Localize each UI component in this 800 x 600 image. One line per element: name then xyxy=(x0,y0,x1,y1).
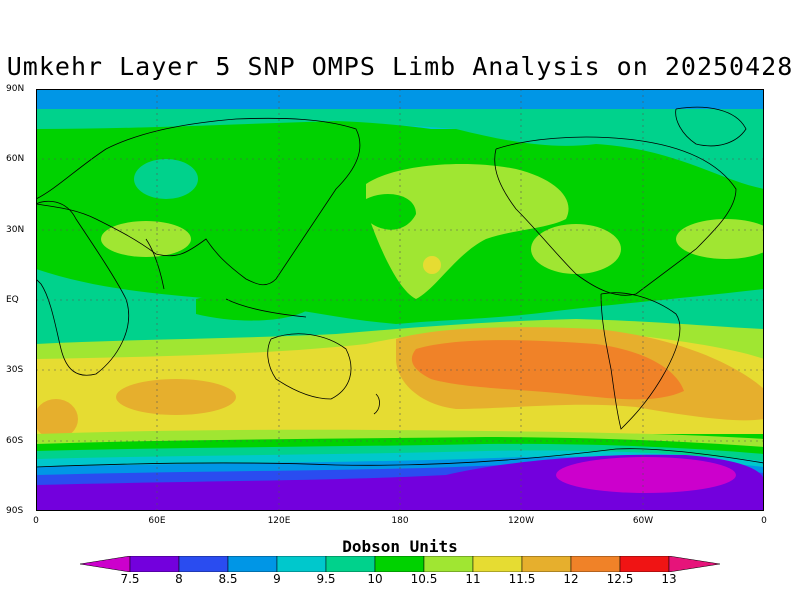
cb-8-8-5 xyxy=(178,556,229,572)
colorbar xyxy=(80,556,720,572)
cb-8-5-9 xyxy=(227,556,278,572)
band-10-10-5-npac-hole xyxy=(366,194,416,230)
lon-label-180: 180 xyxy=(391,516,409,526)
cb-label-10: 10 xyxy=(367,572,383,586)
band-10-5-11-npac xyxy=(366,164,569,299)
lon-label-0-left: 0 xyxy=(33,516,39,526)
cb-label-10-5: 10.5 xyxy=(410,572,438,586)
cb-12-5-13 xyxy=(619,556,670,572)
lon-label-0-right: 0 xyxy=(761,516,767,526)
cb-label-11-5: 11.5 xyxy=(508,572,536,586)
cb-9-9-5 xyxy=(276,556,327,572)
band-9-5-10-north xyxy=(36,109,764,189)
lat-label-60n: 60N xyxy=(6,154,25,164)
lat-label-90n: 90N xyxy=(6,84,25,94)
cb-label-8-5: 8.5 xyxy=(218,572,238,586)
colorbar-title: Dobson Units xyxy=(342,537,458,556)
lat-label-eq: EQ xyxy=(6,295,19,305)
cb-10-5-11 xyxy=(423,556,474,572)
cb-11-5-12 xyxy=(521,556,572,572)
cb-label-12-5: 12.5 xyxy=(606,572,634,586)
cb-9-5-10 xyxy=(325,556,376,572)
lat-label-60s: 60S xyxy=(6,436,24,446)
cb-11-11-5 xyxy=(472,556,523,572)
band-10-5-11-atlantic xyxy=(676,219,764,259)
lon-label-60e: 60E xyxy=(148,516,166,526)
cb-label-11: 11 xyxy=(465,572,481,586)
cb-10-10-5 xyxy=(374,556,425,572)
band-8-5-9-north xyxy=(36,89,764,109)
cb-12-12-5 xyxy=(570,556,621,572)
cb-label-9-5: 9.5 xyxy=(316,572,336,586)
band-9-5-10-asia xyxy=(134,159,198,199)
band-11-5-12-left xyxy=(36,399,78,439)
lon-label-60w: 60W xyxy=(632,516,654,526)
cb-label-9: 9 xyxy=(273,572,281,586)
lat-label-90s: 90S xyxy=(6,506,24,516)
lon-label-120w: 120W xyxy=(507,516,535,526)
plot-frame xyxy=(36,89,764,511)
band-10-5-11-america xyxy=(531,224,621,274)
band-lt7-5-ant xyxy=(556,457,736,493)
lon-label-120e: 120E xyxy=(267,516,291,526)
cb-label-7-5: 7.5 xyxy=(120,572,140,586)
map-plot-area xyxy=(36,89,764,511)
lat-label-30s: 30S xyxy=(6,365,24,375)
coastlines xyxy=(36,106,764,468)
lat-label-30n: 30N xyxy=(6,225,25,235)
cb-label-8: 8 xyxy=(175,572,183,586)
band-11-5-12-indian xyxy=(116,379,236,415)
cb-gt13 xyxy=(668,556,720,572)
cb-label-13: 13 xyxy=(661,572,677,586)
map-title: Umkehr Layer 5 SNP OMPS Limb Analysis on… xyxy=(6,52,794,81)
cb-7-5-8 xyxy=(129,556,180,572)
cb-label-12: 12 xyxy=(563,572,579,586)
grid-lines xyxy=(36,89,764,511)
band-11-11-5-npac xyxy=(423,256,441,274)
cb-lt7-5 xyxy=(80,556,131,572)
band-10-10-5-asia-tropics xyxy=(196,293,316,321)
